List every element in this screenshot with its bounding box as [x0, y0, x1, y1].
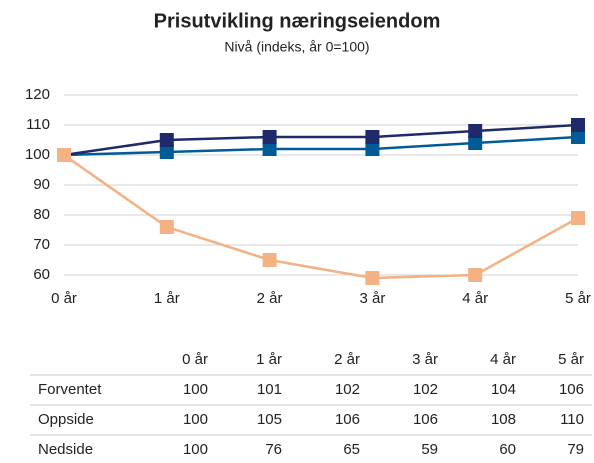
- table-cell: 60: [499, 441, 516, 458]
- table-cell: 105: [257, 411, 282, 428]
- point-marker: [262, 142, 277, 156]
- x-tick-label: 4 år: [462, 290, 488, 307]
- table-cell: 110: [560, 411, 584, 428]
- series-line: [63, 123, 579, 157]
- x-tick-label: 1 år: [154, 290, 180, 307]
- point-marker: [571, 130, 585, 144]
- x-tick-label: 2 år: [257, 290, 283, 307]
- y-tick-label: 80: [33, 206, 50, 223]
- table-cell: 104: [491, 381, 516, 398]
- table-cell: 101: [257, 381, 282, 398]
- point-marker: [468, 136, 483, 150]
- series-line: [63, 135, 579, 157]
- table-cell: 100: [183, 381, 208, 398]
- table-cell: 76: [265, 441, 282, 458]
- point-marker: [159, 133, 174, 147]
- point-marker: [159, 145, 174, 159]
- x-tick-label: 5 år: [565, 290, 591, 307]
- table-row-label: Forventet: [38, 381, 102, 398]
- point-marker: [571, 211, 585, 225]
- point-marker: [365, 142, 380, 156]
- table-cell: 106: [413, 411, 438, 428]
- x-tick-label: 0 år: [51, 290, 77, 307]
- table-row-label: Oppside: [38, 411, 94, 428]
- y-tick-label: 60: [33, 266, 50, 283]
- point-marker: [159, 220, 174, 234]
- table-header: 4 år: [490, 351, 516, 368]
- point-marker: [57, 148, 71, 162]
- table-cell: 100: [183, 411, 208, 428]
- chart-title: Prisutvikling næringseiendom: [154, 10, 441, 32]
- point-marker: [262, 253, 277, 267]
- y-tick-label: 90: [33, 176, 50, 193]
- table-header: 0 år: [182, 351, 208, 368]
- y-tick-label: 120: [25, 86, 50, 103]
- y-tick-label: 70: [33, 236, 50, 253]
- chart-subtitle: Nivå (indeks, år 0=100): [224, 39, 369, 55]
- series-line: [63, 153, 579, 280]
- y-tick-label: 100: [25, 146, 50, 163]
- point-marker: [365, 271, 380, 285]
- table-cell: 100: [183, 441, 208, 458]
- point-marker: [571, 118, 585, 132]
- table-header: 1 år: [256, 351, 282, 368]
- table-cell: 106: [335, 411, 360, 428]
- table-cell: 79: [567, 441, 584, 458]
- table-header: 5 år: [558, 351, 584, 368]
- y-tick-label: 110: [26, 116, 50, 133]
- table-cell: 102: [413, 381, 438, 398]
- table-cell: 108: [491, 411, 516, 428]
- table-cell: 65: [343, 441, 360, 458]
- point-marker: [262, 130, 277, 144]
- table-cell: 59: [421, 441, 438, 458]
- point-marker: [365, 130, 380, 144]
- x-tick-label: 3 år: [359, 290, 385, 307]
- table-cell: 102: [335, 381, 360, 398]
- table-row-label: Nedside: [38, 441, 93, 458]
- table-header: 2 år: [334, 351, 360, 368]
- point-marker: [468, 268, 483, 282]
- point-marker: [468, 124, 483, 138]
- table-header: 3 år: [412, 351, 438, 368]
- table-cell: 106: [559, 381, 584, 398]
